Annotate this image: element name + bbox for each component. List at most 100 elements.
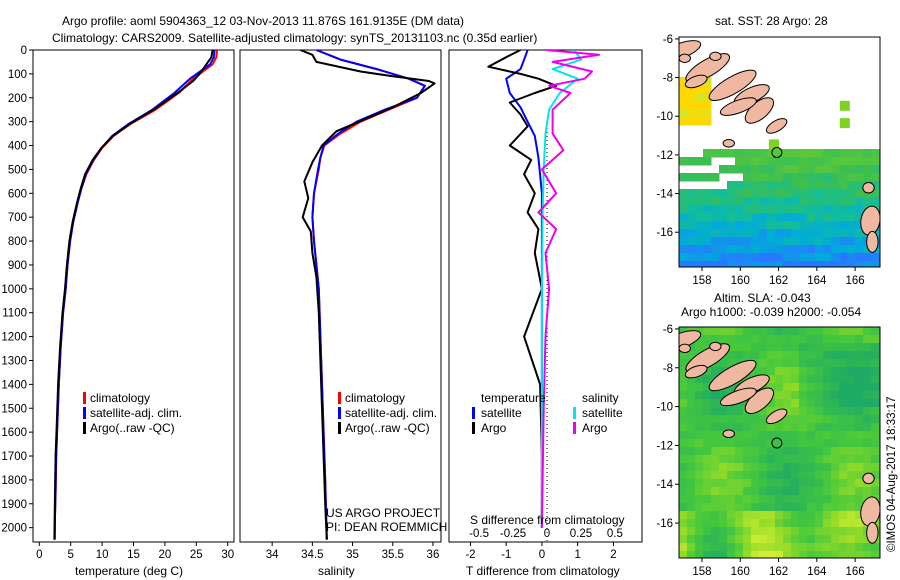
sla-cell <box>711 455 720 464</box>
sst-cell <box>847 181 856 190</box>
sla-cell <box>847 351 856 360</box>
sst-cell <box>743 221 752 230</box>
sst-cell <box>807 245 816 254</box>
legend-label-argo: Argo(..raw -QC) <box>345 421 430 435</box>
island-shape <box>719 97 757 116</box>
sla-cell <box>759 351 768 360</box>
sla-cell <box>687 503 696 512</box>
sla-cell <box>735 335 744 344</box>
sla-cell <box>783 415 792 424</box>
sst-cell <box>855 149 864 158</box>
sla-cell <box>839 351 848 360</box>
sst-cell <box>751 189 760 198</box>
sla-cell <box>815 527 824 536</box>
sla-cell <box>855 367 864 376</box>
sla-cell <box>759 359 768 368</box>
sla-cell <box>855 503 864 512</box>
sla-cell <box>759 543 768 552</box>
sla-cell <box>863 431 872 440</box>
sst-cell <box>743 237 752 246</box>
sst-cell <box>695 109 704 118</box>
sst-cell <box>799 261 808 267</box>
sla-cell <box>767 543 776 552</box>
sla-cell <box>735 511 744 520</box>
sst-cell <box>831 157 840 166</box>
sla-cell <box>871 343 880 352</box>
sla-cell <box>791 487 800 496</box>
sla-cell <box>871 351 880 360</box>
project-line2: PI: DEAN ROEMMICH <box>326 520 447 534</box>
sst-cell <box>727 245 736 254</box>
sla-cell <box>831 527 840 536</box>
sla-cell <box>751 343 760 352</box>
sst-cell <box>743 157 752 166</box>
sla-cell <box>799 359 808 368</box>
legend-label-s-satellite: satellite <box>582 406 623 420</box>
sla-cell <box>791 511 800 520</box>
sst-cell <box>687 245 696 254</box>
y-tick-label: 100 <box>8 69 27 81</box>
sst-cell <box>799 237 808 246</box>
sla-cell <box>695 535 704 544</box>
sst-cell <box>807 189 816 198</box>
sla-cell <box>839 359 848 368</box>
sla-cell <box>783 423 792 432</box>
sst-cell <box>871 189 880 198</box>
sla-cell <box>847 463 856 472</box>
sst-cell <box>679 205 688 214</box>
sla-cell <box>815 519 824 528</box>
sst-cell <box>767 149 776 158</box>
sla-cell <box>719 415 728 424</box>
sst-cell <box>695 221 704 230</box>
sst-cell <box>695 101 704 110</box>
sla-cell <box>711 431 720 440</box>
sla-cell <box>791 327 800 336</box>
sst-cell <box>703 157 712 166</box>
sla-cell <box>687 431 696 440</box>
sst-cell <box>823 237 832 246</box>
sla-cell <box>759 455 768 464</box>
sla-cell <box>823 519 832 528</box>
sst-cell <box>807 229 816 238</box>
y-tick-label: -8 <box>663 73 673 85</box>
sla-cell <box>703 471 712 480</box>
sla-cell <box>711 335 720 344</box>
sla-cell <box>727 495 736 504</box>
sst-cell <box>703 85 712 94</box>
sla-cell <box>839 439 848 448</box>
sla-cell <box>847 527 856 536</box>
sst-cell <box>743 205 752 214</box>
island-shape <box>765 118 788 134</box>
sla-cell <box>695 543 704 552</box>
sla-cell <box>839 471 848 480</box>
sla-cell <box>695 503 704 512</box>
sla-cell <box>807 351 816 360</box>
y-tick-label: -14 <box>656 479 673 491</box>
sla-cell <box>831 399 840 408</box>
sla-cell <box>855 471 864 480</box>
sla-cell <box>727 511 736 520</box>
sst-cell <box>847 221 856 230</box>
sst-cell <box>679 221 688 230</box>
sla-cell <box>871 479 880 488</box>
sst-cell <box>839 253 848 262</box>
sst-cell <box>703 117 712 126</box>
sla-cell <box>727 471 736 480</box>
sst-cell <box>839 221 848 230</box>
salinity-panel <box>239 49 442 543</box>
sla-cell <box>831 407 840 416</box>
sst-cell <box>855 189 864 198</box>
sla-cell <box>823 351 832 360</box>
sla-cell <box>735 479 744 488</box>
sla-cell <box>855 519 864 528</box>
sla-cell <box>767 447 776 456</box>
x-tick-label: 164 <box>807 566 827 578</box>
sst-cell <box>791 229 800 238</box>
sla-cell <box>719 423 728 432</box>
island-shape <box>684 364 708 379</box>
sla-cell <box>751 335 760 344</box>
sla-cell <box>855 479 864 488</box>
sst-cell <box>847 157 856 166</box>
island-shape <box>708 69 757 101</box>
sst-cell <box>815 173 824 182</box>
